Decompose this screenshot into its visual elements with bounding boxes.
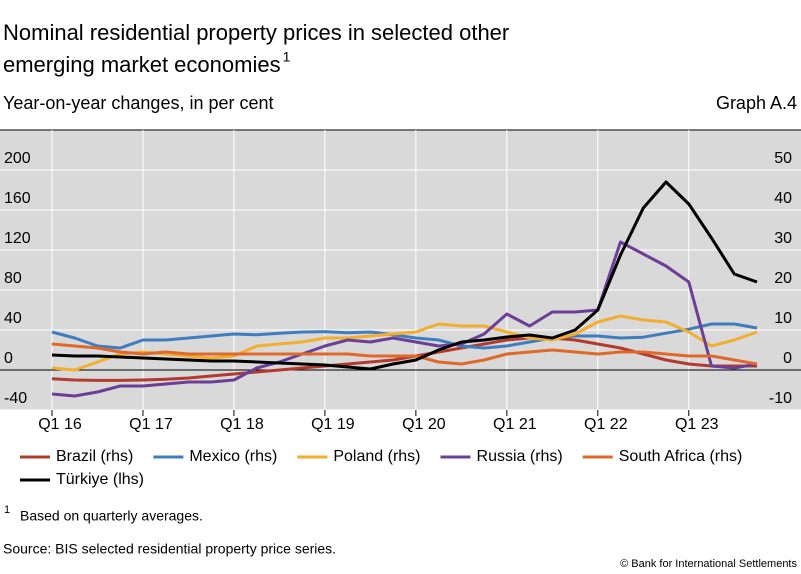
legend-label: Poland (rhs): [333, 448, 420, 465]
legend-entry: Brazil (rhs): [20, 448, 133, 465]
x-tick-label: Q1 18: [220, 416, 264, 433]
legend-label: Brazil (rhs): [56, 448, 133, 465]
series-line: [51, 322, 758, 350]
y-tick-label: 40: [4, 310, 22, 327]
legend-entry: Mexico (rhs): [153, 448, 277, 465]
y2-tick-label: 10: [774, 310, 792, 327]
source: Source: BIS selected residential propert…: [3, 541, 336, 557]
y2-tick-label: 30: [774, 230, 792, 247]
legend-entry: Russia (rhs): [440, 448, 563, 465]
chart-title: emerging market economies: [3, 52, 281, 77]
series-line: [51, 342, 758, 366]
series-line: [51, 240, 758, 398]
legend-label: Türkiye (lhs): [56, 471, 144, 488]
x-tick-label: Q1 17: [129, 416, 173, 433]
legend-label: Mexico (rhs): [189, 448, 277, 465]
x-tick-label: Q1 22: [584, 416, 628, 433]
y-tick-label: -40: [4, 390, 27, 407]
legend-label: South Africa (rhs): [619, 448, 743, 465]
y-tick-label: 120: [4, 230, 31, 247]
legend-label: Russia (rhs): [477, 448, 563, 465]
y2-tick-label: -10: [769, 390, 792, 407]
y2-tick-label: 50: [774, 150, 792, 167]
x-tick-label: Q1 16: [38, 416, 82, 433]
legend-entry: Türkiye (lhs): [20, 471, 144, 488]
subtitle: Year-on-year changes, in per cent: [3, 93, 274, 113]
y-tick-label: 160: [4, 190, 31, 207]
series-line: [51, 314, 758, 372]
legend-entry: South Africa (rhs): [582, 448, 743, 465]
x-tick-label: Q1 20: [402, 416, 446, 433]
y2-tick-label: 40: [774, 190, 792, 207]
plot-area: [0, 130, 801, 410]
x-tick-label: Q1 21: [493, 416, 537, 433]
y-tick-label: 0: [4, 350, 13, 367]
x-tick-label: Q1 19: [311, 416, 355, 433]
series-line: [51, 180, 758, 371]
graph-label: Graph A.4: [716, 93, 797, 113]
copyright: © Bank for International Settlements: [620, 558, 797, 570]
y-tick-label: 200: [4, 150, 31, 167]
x-tick-label: Q1 23: [675, 416, 719, 433]
y2-tick-label: 0: [783, 350, 792, 367]
chart-title: Nominal residential property prices in s…: [3, 20, 509, 45]
y2-tick-label: 20: [774, 270, 792, 287]
title-note: 1: [283, 49, 291, 65]
y-tick-label: 80: [4, 270, 22, 287]
footnote-marker: 1: [4, 504, 10, 516]
footnote: Based on quarterly averages.: [20, 508, 203, 524]
legend-entry: Poland (rhs): [297, 448, 421, 465]
